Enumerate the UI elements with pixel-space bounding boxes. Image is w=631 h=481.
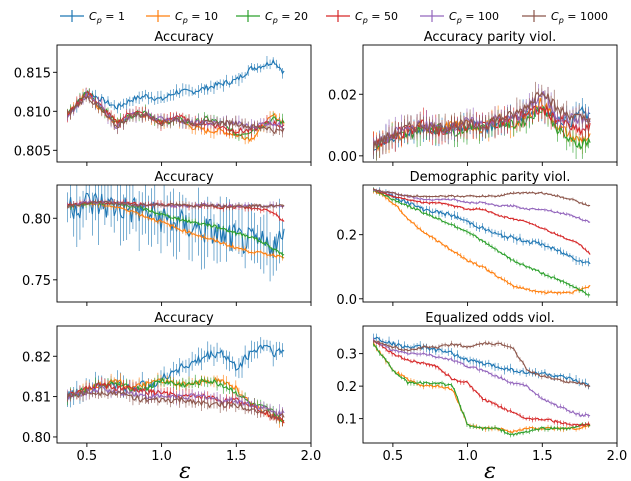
series-group [66,56,285,145]
chart-panel: Accuracy 0.80 0.81 0.82 0.5 1.0 1.5 2.0 [22,311,321,464]
x-tick-label: 2.0 [607,449,628,464]
chart-panel: Demographic parity viol. 0.0 0.2 [336,170,618,308]
legend-label: Cp = 10 [175,10,218,25]
error-bars [373,187,589,298]
panel-title: Demographic parity viol. [410,170,571,185]
series-line [373,189,591,265]
axes-frame [56,184,312,303]
panels: Accuracy 0.805 0.810 0.815 Accuracy parity v… [14,30,628,464]
x-axis-label-right: ε [484,459,496,481]
error-bars [67,87,283,138]
chart-panel: Accuracy 0.75 0.80 [22,170,312,306]
panel-title: Accuracy parity viol. [424,30,557,45]
legend-item: Cp = 1000 [522,10,608,25]
axes-frame [362,184,618,303]
panel-title: Equalized odds viol. [425,311,554,326]
x-tick-label: 0.5 [383,449,404,464]
series-line [373,340,591,427]
chart-panel: Equalized odds viol. 0.1 0.2 0.3 0.5 1.0 1.5 2.… [336,311,627,464]
error-bars [67,56,283,120]
chart-panel: Accuracy parity viol. 0.00 0.02 [328,30,618,166]
series-line [67,201,285,259]
error-bars [373,338,589,427]
x-tick-label: 1.0 [151,449,172,464]
axes-frame [56,44,312,163]
y-tick-label: 0.2 [336,380,357,395]
axes-frame [362,325,618,444]
legend: Cp = 1 Cp = 10 Cp = 20 Cp = 50 Cp = 100 Cp = … [60,10,608,25]
series-group [372,81,591,161]
y-tick-label: 0.3 [336,348,357,363]
y-tick-label: 0.80 [22,212,51,227]
series-line [373,340,591,387]
legend-item: Cp = 10 [146,10,218,25]
legend-label: Cp = 20 [265,10,308,25]
error-bars [373,188,589,207]
error-bars [67,88,283,145]
x-tick-label: 1.0 [457,449,478,464]
series-line [373,336,591,387]
series-line [373,189,591,296]
series-line [67,58,285,116]
series-group [373,187,591,298]
y-tick-label: 0.810 [14,105,51,120]
error-bars [373,341,589,438]
x-tick-label: 1.5 [226,449,247,464]
series-line [372,91,591,151]
error-bars [67,93,283,138]
panel-title: Accuracy [154,170,214,185]
legend-item: Cp = 20 [236,10,308,25]
legend-item: Cp = 50 [326,10,398,25]
series-line [67,201,285,256]
y-tick-label: 0.2 [336,229,357,244]
error-bars [373,188,589,254]
series-line [67,200,285,209]
error-bars [373,188,589,223]
legend-item: Cp = 100 [420,10,499,25]
series-line [373,188,591,255]
series-line [67,94,285,135]
series-line [373,188,591,207]
error-bars [373,83,589,156]
series-line [66,385,285,418]
panel-title: Accuracy [154,311,214,326]
y-tick-label: 0.81 [22,391,51,406]
series-line [373,339,591,418]
x-tick-label: 0.5 [77,449,98,464]
error-bars [373,340,589,433]
y-tick-label: 0.815 [14,66,51,81]
panel-title: Accuracy [154,30,214,45]
legend-label: Cp = 100 [449,10,499,25]
series-line [373,189,591,223]
axes-frame [362,44,618,163]
legend-item: Cp = 1 [60,10,125,25]
series-line [372,91,591,147]
y-tick-label: 0.75 [22,274,51,289]
series-group [66,337,285,428]
x-tick-label: 2.0 [301,449,322,464]
series-group [373,333,591,438]
series-group [67,185,285,282]
y-tick-label: 0.805 [14,144,51,159]
y-tick-label: 0.1 [336,413,357,428]
chart-panel: Accuracy 0.805 0.810 0.815 [14,30,312,166]
x-tick-label: 1.5 [532,449,553,464]
y-tick-label: 0.80 [22,431,51,446]
error-bars [67,372,283,428]
y-tick-label: 0.00 [328,150,357,165]
legend-label: Cp = 1000 [551,10,608,25]
axes-frame [56,325,312,444]
legend-label: Cp = 50 [355,10,398,25]
series-line [373,190,591,295]
y-tick-label: 0.82 [22,350,51,365]
series-line [373,343,591,436]
x-axis-label-left: ε [179,459,191,481]
y-tick-label: 0.02 [328,88,357,103]
legend-label: Cp = 1 [89,10,125,25]
series-line [373,342,591,434]
y-tick-label: 0.0 [336,293,357,308]
series-line [66,388,285,420]
